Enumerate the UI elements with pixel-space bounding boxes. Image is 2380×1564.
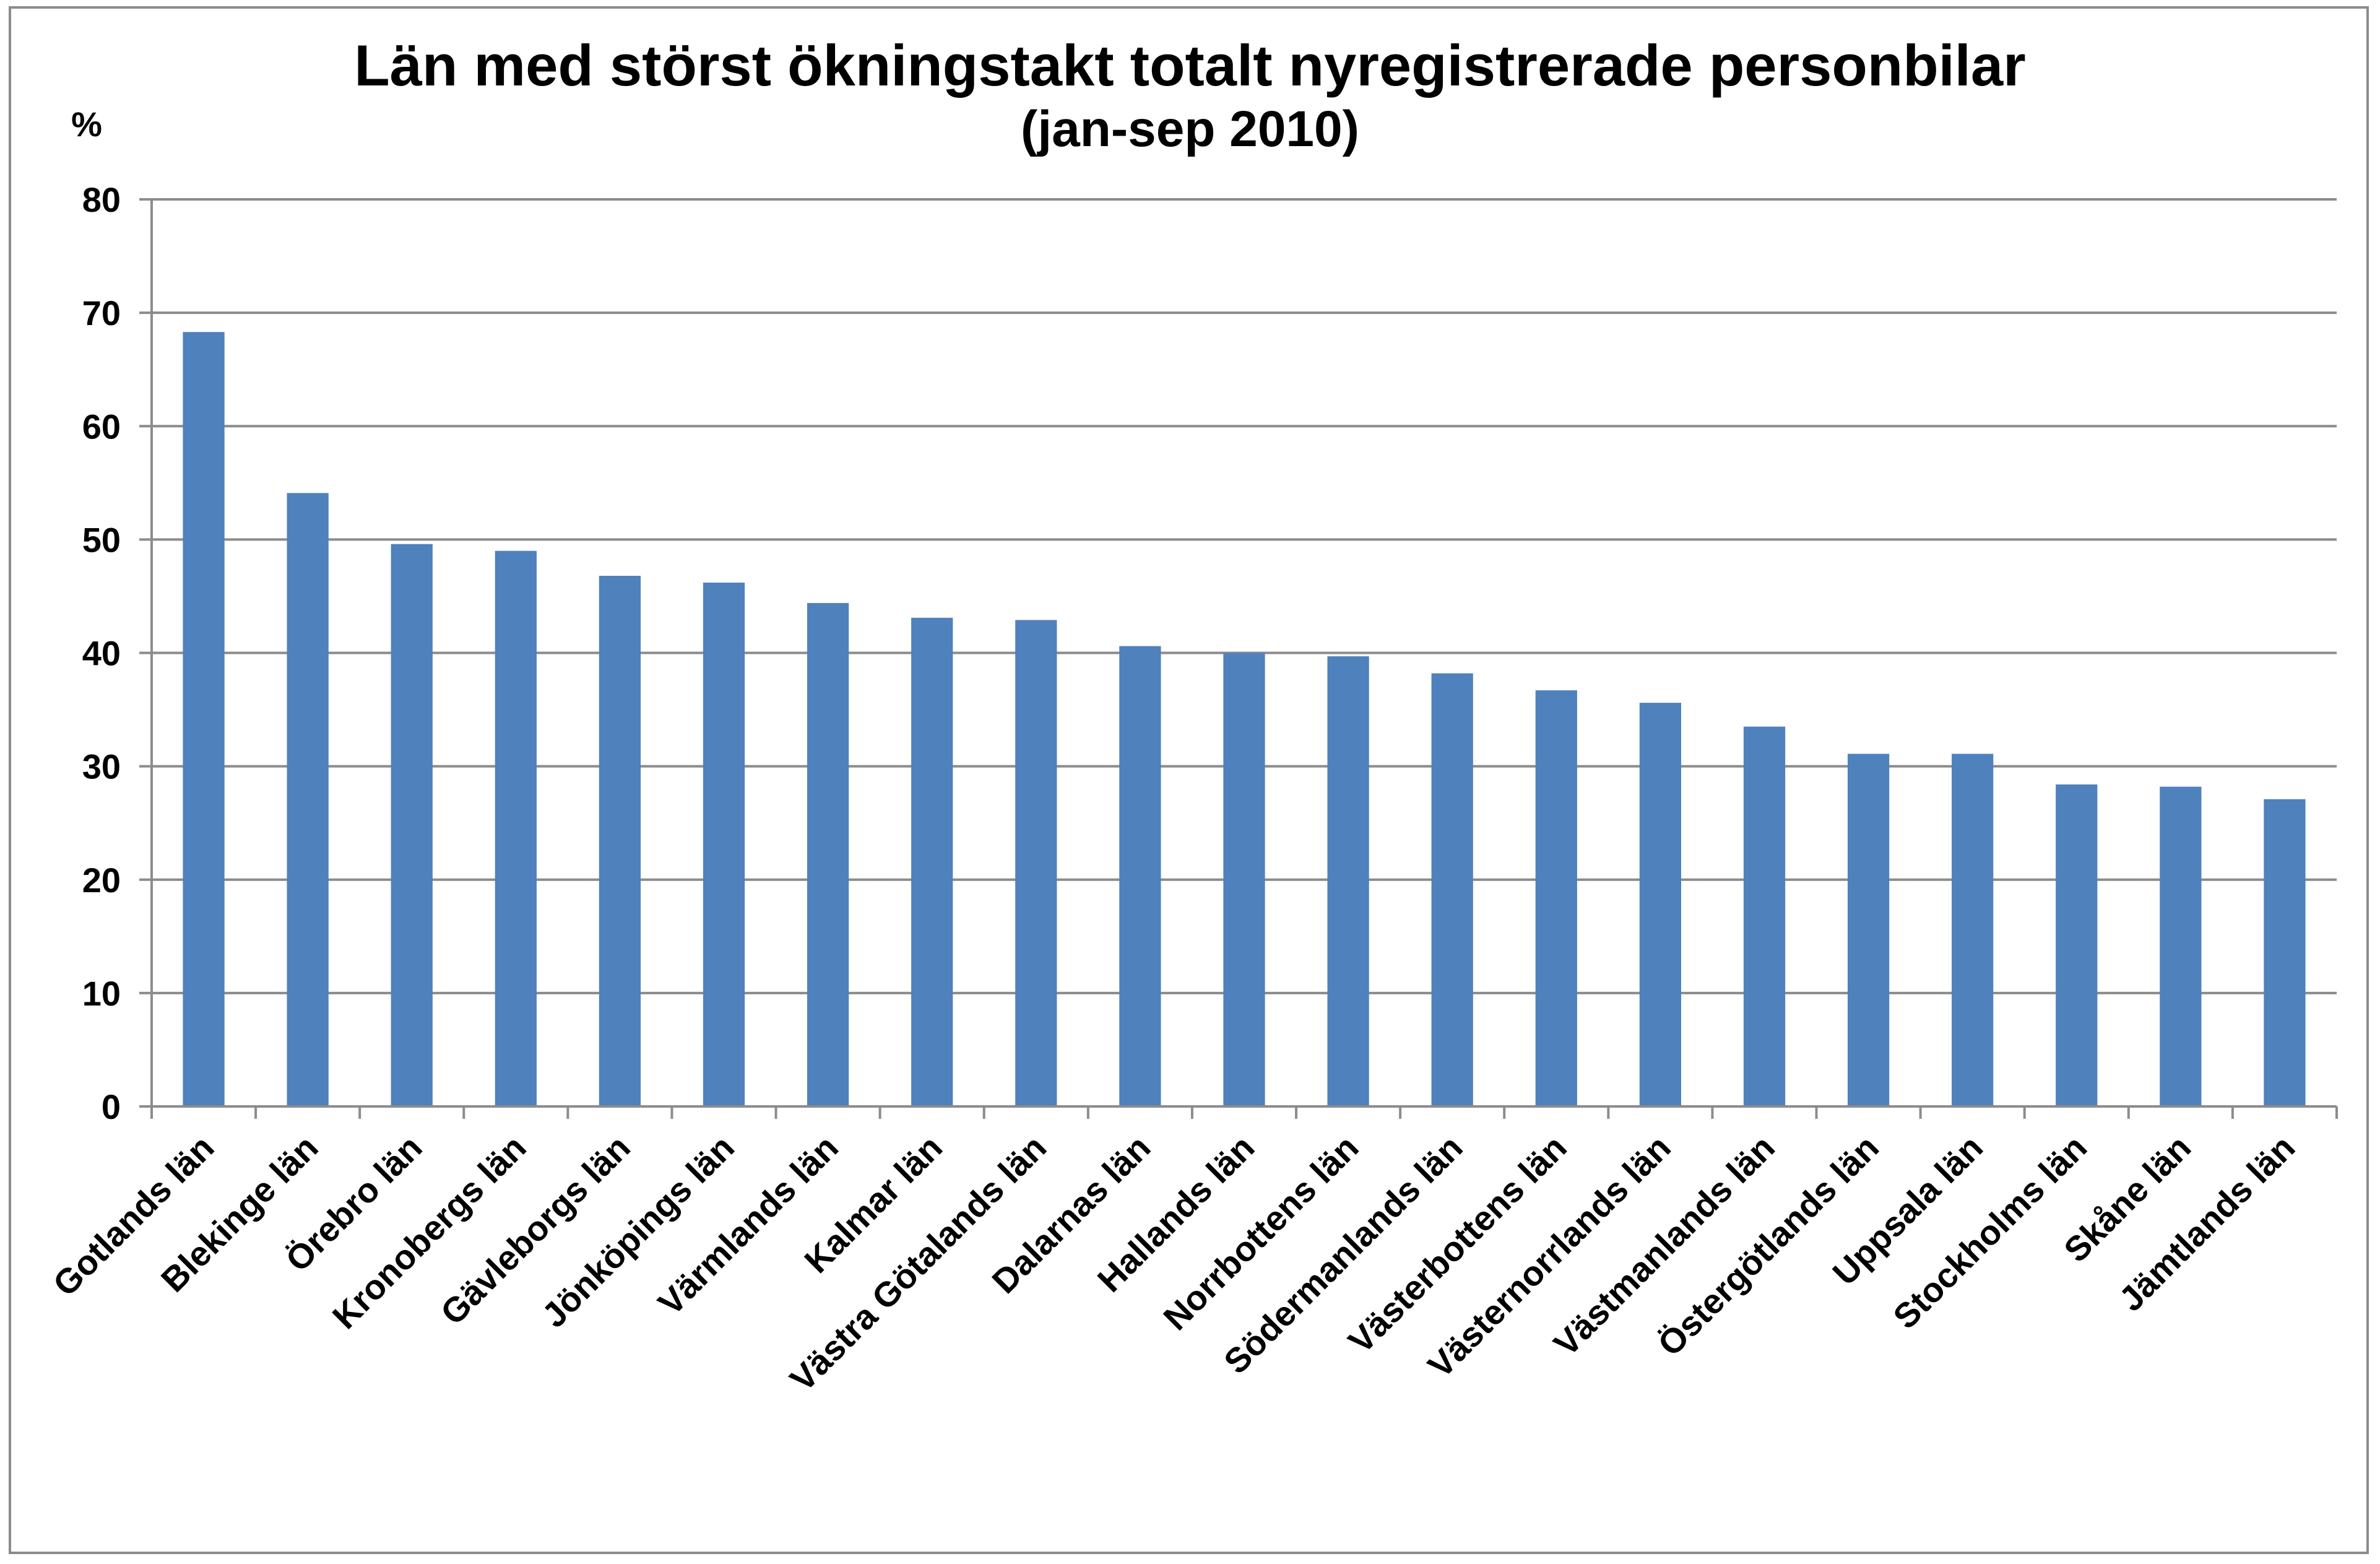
chart-title: Län med störst ökningstakt totalt nyregi… [354,33,2026,98]
bar [1743,726,1786,1106]
x-tick-label: Kronobergs län [325,1127,534,1336]
x-tick-label: Stockholms län [1885,1127,2094,1336]
bar [391,544,433,1106]
y-tick-label: 30 [82,747,121,786]
y-tick-label: 80 [82,180,121,219]
bar [495,550,537,1106]
y-tick-label: 60 [82,407,121,446]
bar [1119,646,1161,1106]
y-axis-unit-label: % [71,105,102,144]
y-tick-label: 20 [82,861,121,900]
x-tick-label: Gävleborgs län [433,1127,638,1332]
y-tick-labels: 0 10 20 30 40 50 60 70 80 [82,180,121,1126]
bars [183,332,2306,1106]
bar [1015,620,1057,1106]
bar [1639,703,1681,1106]
bar [1223,653,1265,1106]
x-tick-label: Jämtlands län [2111,1127,2303,1319]
bar [599,575,641,1106]
x-tick-label: Norrbottens län [1156,1127,1365,1337]
y-tick-label: 0 [102,1087,121,1126]
x-tick-label: Jönköpings län [534,1127,742,1335]
bar [1431,673,1473,1106]
bar [2264,799,2306,1106]
axes [139,198,2338,1119]
y-tick-label: 70 [82,293,121,332]
chart-subtitle: (jan-sep 2010) [1021,101,1359,157]
bar [183,332,225,1106]
bar [1952,754,1994,1106]
bar [287,493,329,1106]
bar [2160,786,2202,1106]
bar [2056,784,2098,1106]
bar [703,582,745,1106]
y-tick-label: 40 [82,634,121,673]
bar [911,617,953,1106]
bar [1847,754,1890,1106]
bar [1535,690,1577,1106]
y-tick-label: 50 [82,520,121,559]
x-tick-label: Värmlands län [651,1127,846,1323]
bar [807,602,849,1106]
y-tick-label: 10 [82,974,121,1013]
bar [1327,656,1369,1106]
chart-frame [9,6,2369,1554]
